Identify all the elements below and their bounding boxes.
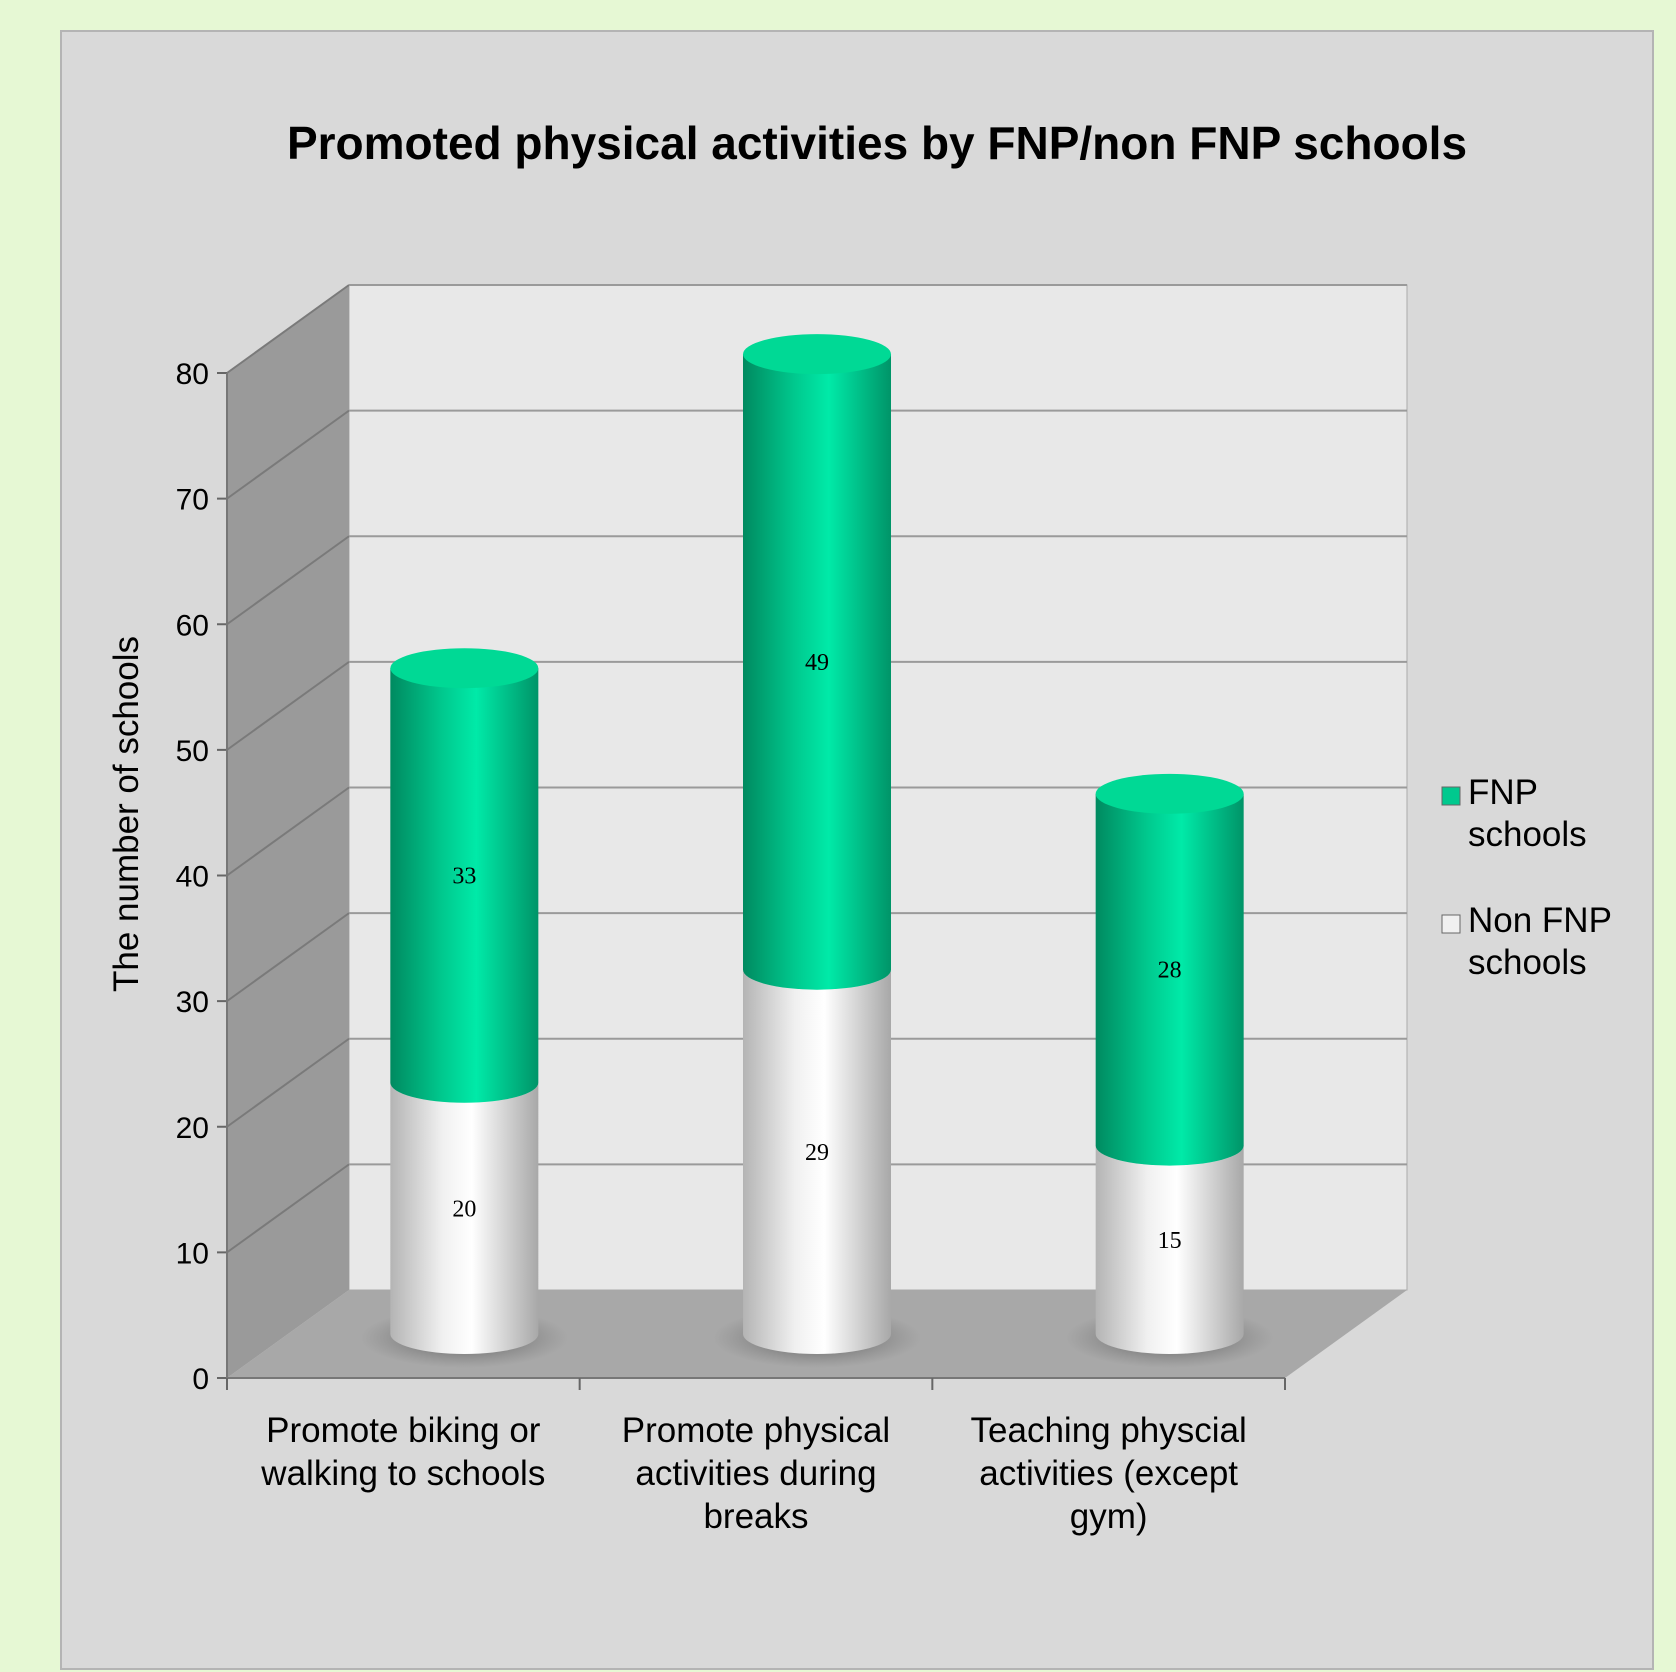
y-tick-label: 10	[176, 1237, 209, 1270]
y-tick-label: 80	[176, 358, 209, 391]
x-category-label: gym)	[1070, 1497, 1148, 1536]
y-tick-label: 70	[176, 484, 209, 517]
legend-swatch	[1441, 914, 1461, 934]
data-label: 49	[805, 650, 829, 676]
legend-label: schools	[1468, 943, 1587, 982]
legend-label: schools	[1468, 815, 1587, 854]
x-category-label: Promote biking or	[266, 1411, 541, 1450]
gridline-side	[226, 284, 350, 374]
data-label: 15	[1158, 1228, 1182, 1254]
data-label: 28	[1158, 958, 1182, 984]
bar-top-cap	[743, 334, 891, 375]
gridline-side	[226, 661, 350, 751]
y-tick-label: 30	[176, 986, 209, 1019]
bar-segment	[390, 1082, 539, 1354]
bar-segment	[1095, 1145, 1244, 1354]
data-labels: 20 33 29 49 15 28	[452, 650, 1181, 1254]
x-axis: Promote biking or walking to schools Promo…	[226, 1377, 1286, 1536]
data-label: 20	[452, 1196, 476, 1222]
bar-segment	[743, 969, 891, 1354]
legend-label: Non FNP	[1468, 901, 1612, 940]
bar-top-cap	[1095, 773, 1244, 814]
y-tick-label: 50	[176, 735, 209, 768]
chart-title: Promoted physical activities by FNP/non …	[287, 117, 1467, 169]
data-label: 29	[805, 1140, 829, 1166]
y-axis-title: The number of schools	[107, 636, 146, 992]
gridline-side	[226, 786, 350, 877]
y-tick-label: 40	[176, 861, 209, 894]
bar-top-cap	[390, 648, 539, 689]
bar-segment	[390, 668, 539, 1103]
gridline-side	[226, 912, 350, 1002]
bars	[360, 334, 1274, 1368]
x-category-label: activities during	[635, 1454, 876, 1493]
x-category-label: Promote physical	[622, 1411, 890, 1450]
bar-segment	[743, 354, 891, 990]
y-tick-label: 20	[176, 1112, 209, 1145]
x-category-label: walking to schools	[260, 1454, 545, 1493]
x-category-label: Teaching physcial	[971, 1411, 1247, 1450]
x-category-label: activities (except	[979, 1454, 1238, 1493]
gridline-side	[226, 535, 350, 626]
chart-svg: Promoted physical activities by FNP/non …	[107, 117, 1612, 1536]
gridline-side	[226, 409, 350, 500]
legend-swatch	[1441, 786, 1461, 806]
legend-label: FNP	[1468, 773, 1538, 812]
y-axis: 0 10 20 30 40 50 60 70 80	[176, 358, 228, 1396]
gridline-side	[226, 1163, 350, 1254]
y-tick-label: 60	[176, 609, 209, 642]
x-category-label: breaks	[703, 1497, 808, 1536]
y-tick-label: 0	[192, 1363, 209, 1396]
data-label: 33	[452, 863, 476, 889]
gridline-side	[226, 1037, 350, 1128]
chart-frame: Promoted physical activities by FNP/non …	[60, 30, 1654, 1670]
bar-segment	[1095, 793, 1244, 1166]
